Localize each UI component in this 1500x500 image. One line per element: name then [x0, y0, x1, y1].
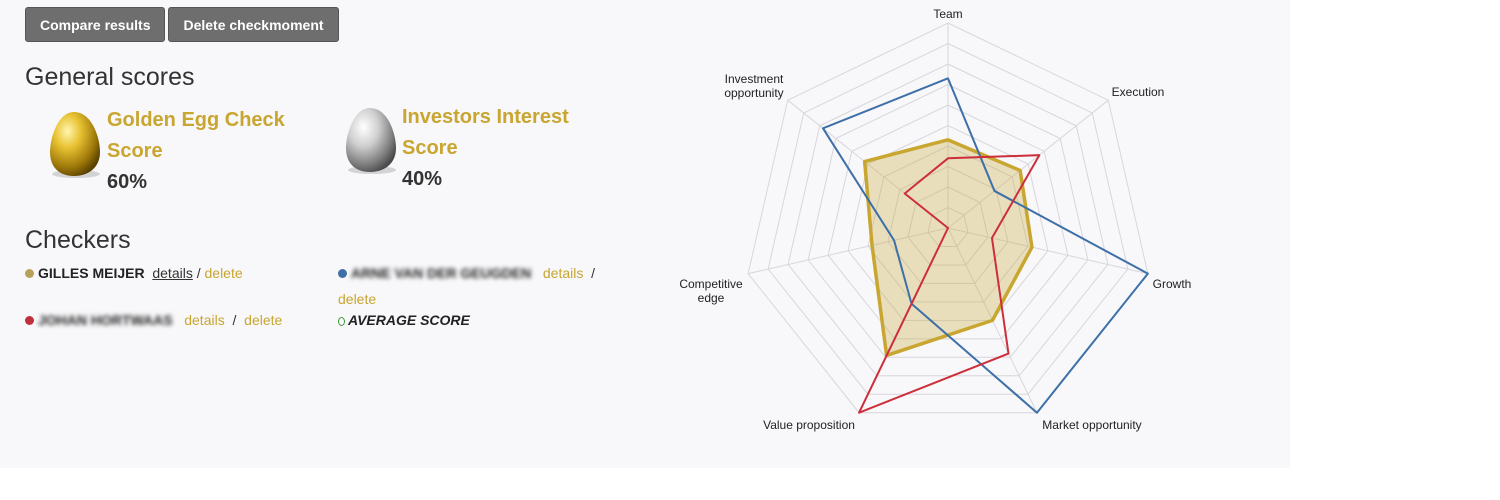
average-score-label: AVERAGE SCORE: [348, 312, 470, 328]
separator: /: [232, 312, 237, 328]
series-polygon: [821, 77, 1149, 414]
grid-ring: [867, 145, 1029, 303]
delete-link[interactable]: delete: [204, 265, 243, 281]
checker-color-dot: [25, 316, 34, 325]
grid-spoke: [947, 99, 1109, 229]
golden-egg-title: Golden Egg Check: [107, 109, 285, 131]
grid-ring: [807, 83, 1089, 358]
checkers-heading: Checkers: [25, 226, 131, 254]
separator: /: [591, 265, 596, 281]
axis-label: Team: [933, 7, 962, 21]
toolbar: Compare results Delete checkmoment: [25, 7, 339, 42]
average-score-marker: [338, 317, 345, 326]
checker-item: ARNE VAN DER GEUGDEN details /: [338, 265, 595, 281]
golden-egg-value: 60%: [107, 171, 148, 193]
grid-ring: [787, 63, 1109, 377]
details-link[interactable]: details: [542, 265, 584, 281]
grid-spoke: [947, 227, 1148, 275]
checker-color-dot: [25, 269, 34, 278]
investors-interest-value: 40%: [402, 168, 443, 190]
axis-label: Market opportunity: [1042, 418, 1141, 432]
checker-name: JOHAN HORTWAAS: [38, 312, 173, 328]
checker-color-dot: [338, 269, 347, 278]
axis-label: Value proposition: [763, 418, 855, 432]
radar-chart: Team Execution Growth Market opportunity Val…: [679, 7, 1192, 432]
investors-interest-title: Investors Interest: [402, 106, 569, 128]
series-polygon: [858, 154, 1041, 414]
golden-egg-title-2: Score: [107, 140, 163, 162]
grid-ring: [887, 165, 1009, 284]
checker-name: ARNE VAN DER GEUGDEN: [351, 265, 532, 281]
details-link[interactable]: details: [152, 265, 193, 281]
delete-checkmoment-button[interactable]: Delete checkmoment: [168, 7, 339, 42]
separator: /: [196, 265, 201, 281]
series-polygon: [862, 138, 1034, 358]
investors-interest-title-2: Score: [402, 137, 458, 159]
grid-ring: [927, 206, 969, 247]
checker-delete-row: delete: [338, 291, 376, 307]
grid-ring: [907, 186, 989, 266]
checker-name: GILLES MEIJER: [38, 265, 145, 281]
axis-label: Growth: [1153, 277, 1192, 291]
silver-egg-icon: [346, 108, 396, 174]
golden-egg-icon: [50, 112, 100, 178]
checker-item: GILLES MEIJER details / delete: [25, 265, 243, 281]
average-score-item: AVERAGE SCORE: [338, 312, 470, 328]
grid-ring: [767, 42, 1129, 395]
delete-link[interactable]: delete: [244, 312, 283, 328]
axis-label: Execution: [1112, 85, 1165, 99]
axis-label: Competitive edge: [679, 277, 743, 305]
details-link[interactable]: details: [184, 312, 225, 328]
grid-ring: [747, 22, 1149, 414]
checker-item: JOHAN HORTWAAS details / delete: [25, 312, 282, 328]
general-scores-heading: General scores: [25, 63, 195, 91]
grid-spoke: [748, 227, 949, 275]
compare-results-button[interactable]: Compare results: [25, 7, 166, 42]
axis-label: Investment opportunity: [724, 72, 784, 100]
delete-link[interactable]: delete: [338, 291, 377, 307]
